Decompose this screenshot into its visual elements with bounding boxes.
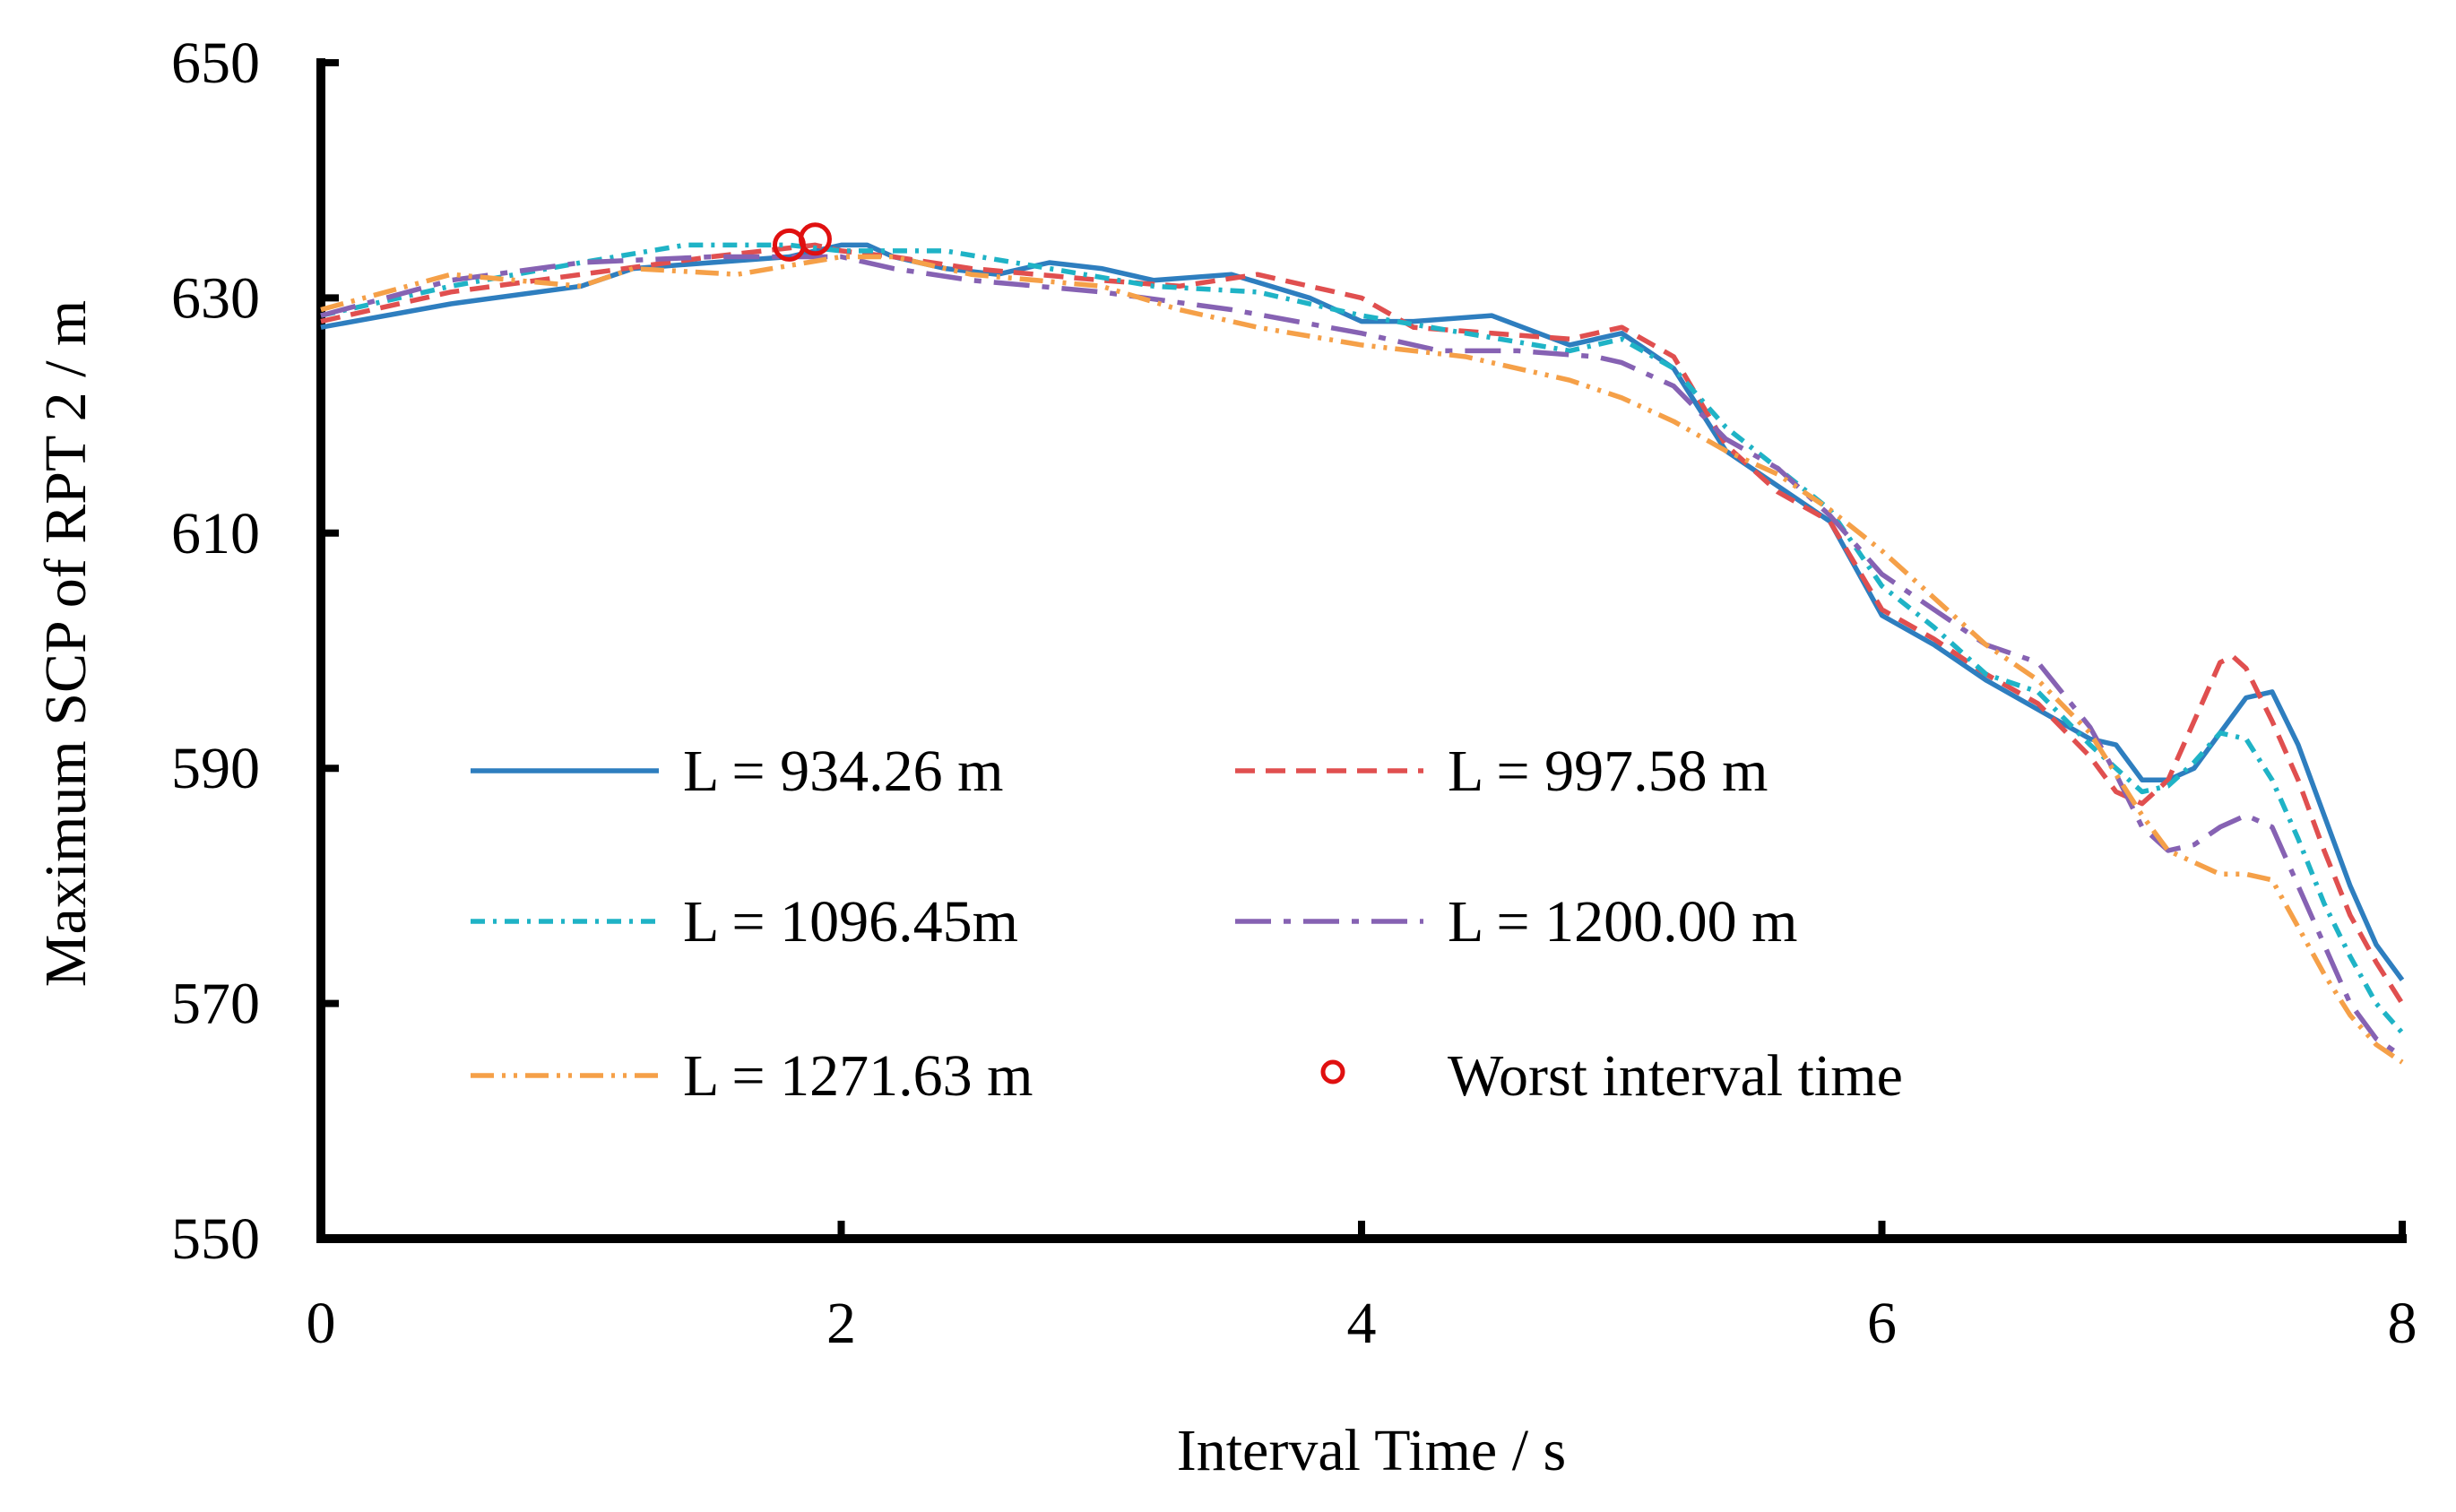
y-axis-label: Maximum SCP of RPT 2 / m [33,300,99,987]
legend-label: L = 1200.00 m [1448,889,1797,955]
series-line [320,242,2405,1006]
x-tick-label: 6 [1867,1291,1897,1356]
legend: L = 934.26 m L = 997.58 m L = 1096.45m L = … [471,739,1903,1109]
x-axis-label: Interval Time / s [1177,1418,1567,1483]
y-tick-label: 610 [171,501,260,566]
x-tick-label: 2 [826,1291,856,1356]
series-line [320,254,2404,1058]
worst-interval-markers [772,222,832,262]
x-tick-label: 0 [307,1291,336,1356]
legend-item: Worst interval time [1320,1043,1903,1109]
series-lines [320,242,2405,1065]
legend-marker-swatch [1320,1059,1345,1084]
legend-label: L = 1096.45m [683,889,1018,955]
y-tick-label: 570 [171,972,260,1037]
legend-label: L = 997.58 m [1448,739,1768,804]
legend-item: L = 1271.63 m [471,1043,1033,1109]
x-tick-label: 8 [2388,1291,2417,1356]
legend-item: L = 1200.00 m [1235,889,1797,955]
series-line [320,242,2405,1035]
legend-item: L = 997.58 m [1235,739,1768,804]
axes: 550 570 590 610 630 650 0 2 4 6 8 [171,30,2417,1356]
series-line [320,254,2404,1065]
series-line [320,242,2405,982]
y-tick-label: 650 [171,30,260,96]
x-tick-label: 4 [1347,1291,1377,1356]
y-tick-label: 550 [171,1206,260,1272]
legend-label: Worst interval time [1448,1043,1903,1109]
legend-label: L = 1271.63 m [683,1043,1033,1109]
worst-interval-marker [798,222,832,256]
y-tick-label: 590 [171,736,260,801]
legend-item: L = 1096.45m [471,889,1018,955]
y-tick-label: 630 [171,265,260,331]
legend-item: L = 934.26 m [471,739,1003,804]
legend-label: L = 934.26 m [683,739,1003,804]
